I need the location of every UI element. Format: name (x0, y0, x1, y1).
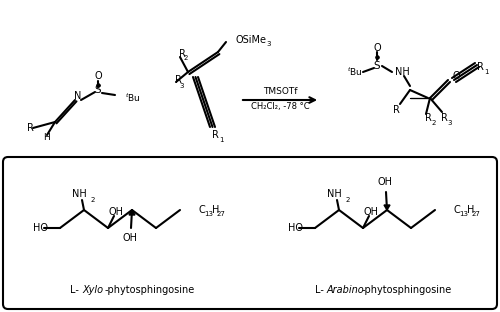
Text: $^t$Bu: $^t$Bu (347, 66, 363, 78)
Text: 1: 1 (219, 137, 223, 143)
Text: R: R (440, 113, 448, 123)
Text: NH: NH (395, 67, 410, 77)
Text: OH: OH (108, 207, 124, 217)
Text: HO: HO (288, 223, 303, 233)
Text: R: R (392, 105, 400, 115)
Text: 3: 3 (267, 41, 271, 47)
Text: L-: L- (70, 285, 79, 295)
Text: OH: OH (364, 207, 378, 217)
Text: Arabino: Arabino (327, 285, 365, 295)
Polygon shape (384, 205, 390, 210)
Text: HO: HO (33, 223, 48, 233)
Text: H: H (212, 205, 220, 215)
Text: R: R (26, 123, 34, 133)
Polygon shape (129, 210, 135, 215)
Text: S: S (94, 85, 102, 95)
Text: 27: 27 (472, 211, 480, 217)
Text: TMSOTf: TMSOTf (263, 87, 297, 96)
Text: CH₂Cl₂, -78 °C: CH₂Cl₂, -78 °C (250, 103, 310, 111)
Text: 2: 2 (91, 197, 95, 203)
Text: R: R (476, 62, 484, 72)
Text: 1: 1 (484, 69, 488, 75)
Text: O: O (94, 71, 102, 81)
Text: $^t$Bu: $^t$Bu (125, 92, 141, 104)
Text: 13: 13 (460, 211, 468, 217)
Text: NH: NH (326, 189, 342, 199)
Text: OH: OH (378, 177, 392, 187)
Text: Xylo: Xylo (82, 285, 103, 295)
Text: R: R (174, 75, 182, 85)
Text: R: R (212, 130, 218, 140)
Text: O: O (373, 43, 381, 53)
Text: 3: 3 (180, 83, 184, 89)
Text: C: C (454, 205, 460, 215)
Text: 2: 2 (184, 55, 188, 61)
Text: 2: 2 (346, 197, 350, 203)
Text: 13: 13 (204, 211, 214, 217)
Text: H: H (44, 134, 51, 143)
Text: C: C (198, 205, 205, 215)
Text: NH: NH (72, 189, 86, 199)
Text: 3: 3 (448, 120, 452, 126)
Text: R: R (424, 113, 432, 123)
Text: -phytosphingosine: -phytosphingosine (105, 285, 195, 295)
Text: N: N (74, 91, 82, 101)
Text: R: R (178, 49, 186, 59)
Text: 27: 27 (216, 211, 226, 217)
Text: -phytosphingosine: -phytosphingosine (362, 285, 452, 295)
FancyBboxPatch shape (3, 157, 497, 309)
Text: H: H (468, 205, 474, 215)
Text: OH: OH (122, 233, 138, 243)
Text: L-: L- (315, 285, 324, 295)
Text: O: O (452, 71, 460, 81)
Text: OSiMe: OSiMe (236, 35, 267, 45)
Text: S: S (374, 61, 380, 71)
Text: 2: 2 (432, 120, 436, 126)
